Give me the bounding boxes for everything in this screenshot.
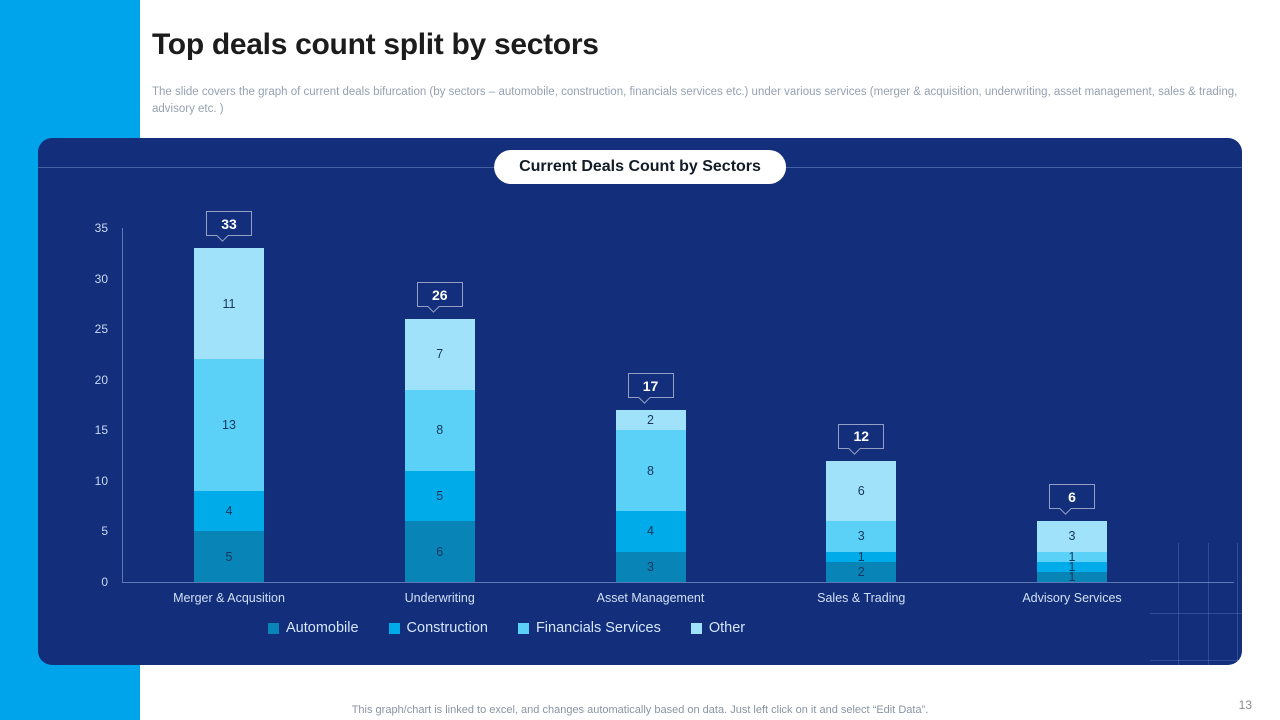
- bar-segment-asset-management-automobile[interactable]: 3: [615, 551, 686, 582]
- decor-grid-vline: [1208, 543, 1209, 665]
- legend-item-construction[interactable]: Construction: [388, 620, 488, 636]
- x-category-label: Advisory Services: [1022, 591, 1122, 605]
- bar-segment-advisory-services-financials-services[interactable]: 1: [1037, 549, 1107, 564]
- y-axis-tick-label: 20: [94, 372, 108, 387]
- x-category-label: Merger & Acqusition: [173, 591, 285, 605]
- y-axis-tick-label: 30: [94, 271, 108, 286]
- bar-segment-value: 4: [647, 524, 654, 539]
- y-axis-tick-label: 10: [94, 473, 108, 488]
- bar-segment-asset-management-construction[interactable]: 4: [615, 511, 686, 552]
- legend-swatch-icon: [517, 622, 529, 634]
- bar-segment-value: 11: [222, 296, 236, 311]
- bar-segment-value: 3: [647, 559, 654, 574]
- y-axis-tick-label: 0: [101, 575, 108, 589]
- bar-segment-value: 4: [225, 504, 233, 519]
- legend-label: Other: [708, 620, 746, 636]
- bar-segment-sales-trading-automobile[interactable]: 2: [826, 561, 897, 582]
- bar-segment-asset-management-financials-services[interactable]: 8: [615, 430, 686, 512]
- bar-segment-value: 8: [647, 463, 654, 478]
- footer-note: This graph/chart is linked to excel, and…: [351, 704, 929, 716]
- bar-segment-underwriting-financials-services[interactable]: 8: [404, 389, 475, 471]
- bar-segment-value: 1: [1068, 569, 1076, 584]
- bar-segment-value: 6: [857, 483, 865, 498]
- bar-segment-merger-acqusition-construction[interactable]: 4: [194, 490, 264, 532]
- legend-label: Construction: [406, 620, 488, 636]
- y-axis-tick-label: 35: [94, 221, 108, 235]
- bar-segment-underwriting-automobile[interactable]: 6: [404, 521, 475, 582]
- total-callout: 26: [416, 282, 463, 308]
- decor-grid-hline: [1150, 613, 1242, 614]
- x-category-label: Asset Management: [596, 591, 705, 605]
- bar-segment-value: 2: [647, 413, 654, 428]
- bar-segment-underwriting-construction[interactable]: 5: [404, 470, 475, 522]
- chart-title: Current Deals Count by Sectors: [494, 150, 786, 184]
- legend-swatch-icon: [268, 622, 279, 634]
- legend-label: Financials Services: [535, 620, 661, 636]
- decor-grid-vline: [1237, 543, 1238, 665]
- y-axis-line: [122, 228, 123, 582]
- bar-segment-sales-trading-construction[interactable]: 1: [826, 549, 897, 564]
- plot-area: 0 5 10 15 20 25 30 35 5 4 13 11 33 Merger & Acqusitio…: [38, 138, 1242, 665]
- decor-grid-hline: [1150, 660, 1242, 661]
- chart-legend: Automobile Construction Financials Service…: [268, 620, 745, 636]
- total-callout: 12: [838, 423, 885, 449]
- page-number: 13: [1238, 698, 1252, 712]
- page-title: Top deals count split by sectors: [152, 28, 599, 61]
- x-category-label: Underwriting: [404, 591, 475, 605]
- legend-label: Automobile: [286, 620, 359, 636]
- bar-segment-underwriting-other[interactable]: 7: [404, 319, 475, 390]
- bar-segment-value: 3: [1068, 529, 1076, 544]
- x-category-label: Sales & Trading: [817, 591, 906, 605]
- bar-segment-sales-trading-other[interactable]: 6: [826, 460, 897, 522]
- x-axis-line: [122, 582, 1234, 583]
- bar-segment-value: 1: [1068, 559, 1076, 574]
- bar-segment-merger-acqusition-financials-services[interactable]: 13: [194, 359, 264, 491]
- total-callout: 33: [206, 211, 252, 237]
- y-axis-tick-label: 15: [94, 423, 108, 438]
- bar-segment-value: 8: [436, 423, 444, 438]
- legend-item-financials-services[interactable]: Financials Services: [517, 620, 661, 636]
- bar-segment-value: 13: [222, 418, 236, 433]
- bar-segment-value: 3: [857, 529, 865, 544]
- legend-swatch-icon: [690, 622, 702, 634]
- legend-swatch-icon: [388, 622, 400, 634]
- chart-panel[interactable]: Current Deals Count by Sectors 0 5 10 15 20 2…: [38, 138, 1242, 665]
- bar-segment-value: 7: [436, 347, 444, 362]
- legend-item-other[interactable]: Other: [690, 620, 746, 636]
- bar-segment-value: 1: [857, 549, 865, 564]
- bar-segment-advisory-services-other[interactable]: 3: [1037, 521, 1107, 552]
- bar-segment-advisory-services-construction[interactable]: 1: [1037, 559, 1107, 574]
- page-subtitle: The slide covers the graph of current de…: [152, 86, 1238, 116]
- y-axis-tick-label: 5: [101, 524, 108, 539]
- bar-segment-value: 5: [436, 489, 444, 504]
- bar-segment-merger-acqusition-automobile[interactable]: 5: [194, 531, 264, 582]
- bar-segment-asset-management-other[interactable]: 2: [615, 410, 686, 431]
- legend-item-automobile[interactable]: Automobile: [268, 620, 359, 636]
- total-callout: 6: [1049, 484, 1095, 510]
- y-axis-tick-label: 25: [94, 322, 108, 337]
- bar-segment-sales-trading-financials-services[interactable]: 3: [826, 521, 897, 552]
- total-callout: 17: [627, 373, 674, 399]
- bar-segment-value: 2: [857, 564, 865, 579]
- bar-segment-merger-acqusition-other[interactable]: 11: [194, 248, 264, 360]
- decor-grid-vline: [1178, 543, 1179, 665]
- bar-segment-value: 1: [1068, 549, 1076, 564]
- bar-segment-value: 5: [225, 549, 233, 564]
- bar-segment-advisory-services-automobile[interactable]: 1: [1037, 569, 1107, 584]
- bar-segment-value: 6: [436, 544, 444, 559]
